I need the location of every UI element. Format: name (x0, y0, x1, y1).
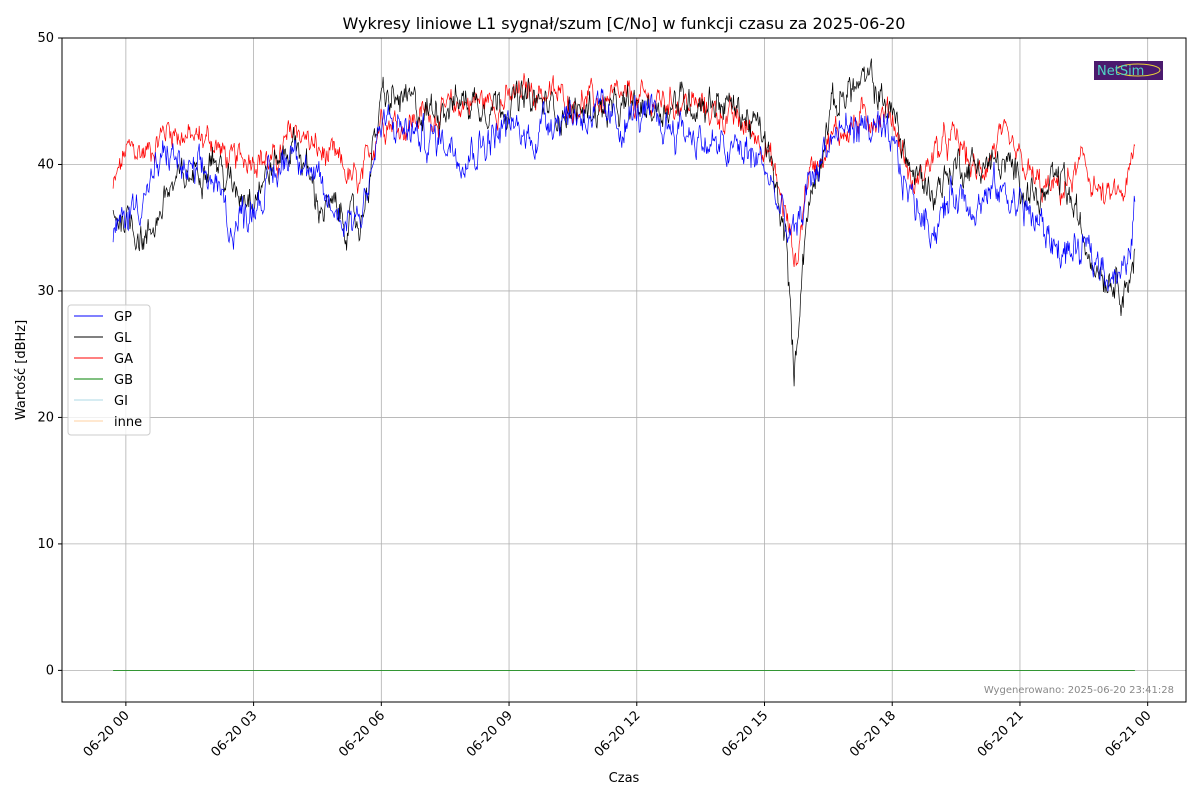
series-line-gl (112, 58, 1136, 387)
series-line-gp (112, 88, 1136, 292)
legend: GP GL GA GB GI inne (67, 304, 151, 436)
y-tick-label: 10 (37, 537, 54, 552)
series-line-ga (112, 73, 1136, 268)
chart-title: Wykresy liniowe L1 sygnał/szum [C/No] w … (343, 14, 906, 33)
generated-annotation: Wygenerowano: 2025-06-20 23:41:28 (984, 685, 1174, 696)
x-tick-label: 06-20 03 (208, 708, 260, 760)
netsim-logo: NetSim (1094, 61, 1163, 80)
plot-frame (61, 37, 1187, 703)
y-tick-label: 0 (46, 663, 54, 678)
x-tick-label: 06-20 18 (847, 708, 899, 760)
y-tick-label: 40 (37, 157, 54, 172)
y-axis-label: Wartość [dBHz] (14, 320, 29, 420)
x-tick-label: 06-20 00 (81, 708, 133, 760)
x-tick-label: 06-20 21 (975, 708, 1027, 760)
x-tick-label: 06-20 09 (464, 708, 516, 760)
y-tick-label: 50 (37, 31, 54, 46)
x-tick-label: 06-20 06 (336, 708, 388, 760)
logo-text: NetSim (1097, 64, 1144, 79)
y-tick-label: 30 (37, 284, 54, 299)
legend-label-gp: GP (114, 310, 132, 325)
y-tick-label: 20 (37, 410, 54, 425)
x-tick-label: 06-20 12 (592, 708, 644, 760)
legend-label-gl: GL (114, 331, 132, 346)
legend-label-ga: GA (114, 352, 133, 367)
legend-label-inne: inne (114, 415, 142, 430)
legend-label-gb: GB (114, 373, 133, 388)
x-axis-label: Czas (609, 771, 640, 786)
x-tick-label: 06-21 00 (1103, 708, 1155, 760)
legend-label-gi: GI (114, 394, 128, 409)
x-tick-label: 06-20 15 (719, 708, 771, 760)
